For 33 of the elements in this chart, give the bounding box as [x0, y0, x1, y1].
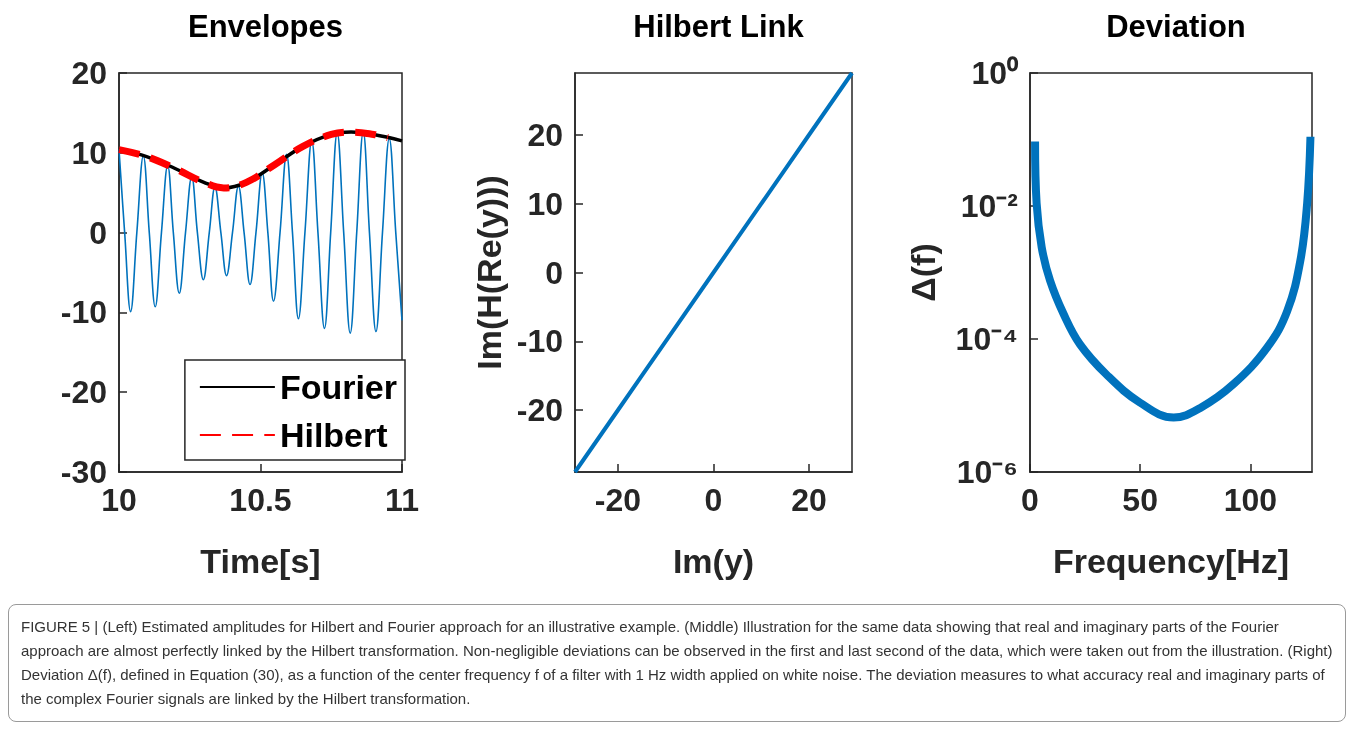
y-axis-title: Im(H(Re(y))) [469, 175, 508, 370]
x-tick-label: 100 [1223, 482, 1278, 518]
x-tick-label: 50 [1122, 482, 1158, 518]
y-tick-label: 10 [527, 185, 563, 222]
line-series [573, 71, 854, 474]
chart-title: Hilbert Link [633, 9, 805, 44]
caption: FIGURE 5 | (Left) Estimated amplitudes for Hilbert and Fourier approach for an illustrative example. (Middle) Illustration for the same data showing that real and imaginary parts of the Fourier approach are almost perfectly linked by the Hilbert transformation. Non-negligible deviations can be observed in the first and last second of the data, which were taken out from the illustration. (Right) Deviation Δ(f), defined in Equation (30), as a function of the center frequency f of a filter with 1 Hz width applied on white noise. The deviation measures to what accuracy real and imaginary parts of the complex Fourier signals are linked by the Hilbert transformation. [21, 617, 1333, 709]
chart-title: Deviation [1106, 9, 1246, 44]
y-tick-label: -10 [516, 323, 563, 360]
legend-label: Fourier [279, 368, 397, 406]
y-tick-label: 20 [527, 116, 563, 153]
x-tick-label: 20 [791, 482, 827, 518]
y-axis-title: Δ(f) [904, 243, 942, 302]
x-tick-label: 10.5 [229, 482, 292, 518]
y-tick-label: 10⁻⁶ [956, 454, 1018, 490]
y-tick-label: -20 [60, 374, 107, 411]
x-tick-label: 11 [385, 482, 419, 518]
chart-title: Envelopes [187, 9, 344, 44]
x-axis-title: Im(y) [672, 542, 755, 580]
y-tick-label: 20 [71, 55, 107, 91]
y-tick-label: 10 [71, 134, 107, 171]
x-tick-label: -20 [594, 482, 642, 518]
y-tick-label: 10⁻² [960, 188, 1018, 224]
legend-label: Hilbert [279, 416, 388, 454]
x-axis-title: Frequency[Hz] [1052, 542, 1290, 580]
x-tick-label: 0 [704, 482, 723, 518]
y-tick-label: 0 [89, 214, 107, 251]
x-axis-title: Time[s] [200, 542, 321, 580]
y-tick-label: 0 [545, 254, 563, 291]
y-tick-label: -20 [516, 392, 563, 429]
y-tick-label: -10 [60, 294, 107, 331]
y-tick-label: 10⁰ [971, 55, 1019, 91]
y-tick-label: 10⁻⁴ [955, 321, 1018, 357]
